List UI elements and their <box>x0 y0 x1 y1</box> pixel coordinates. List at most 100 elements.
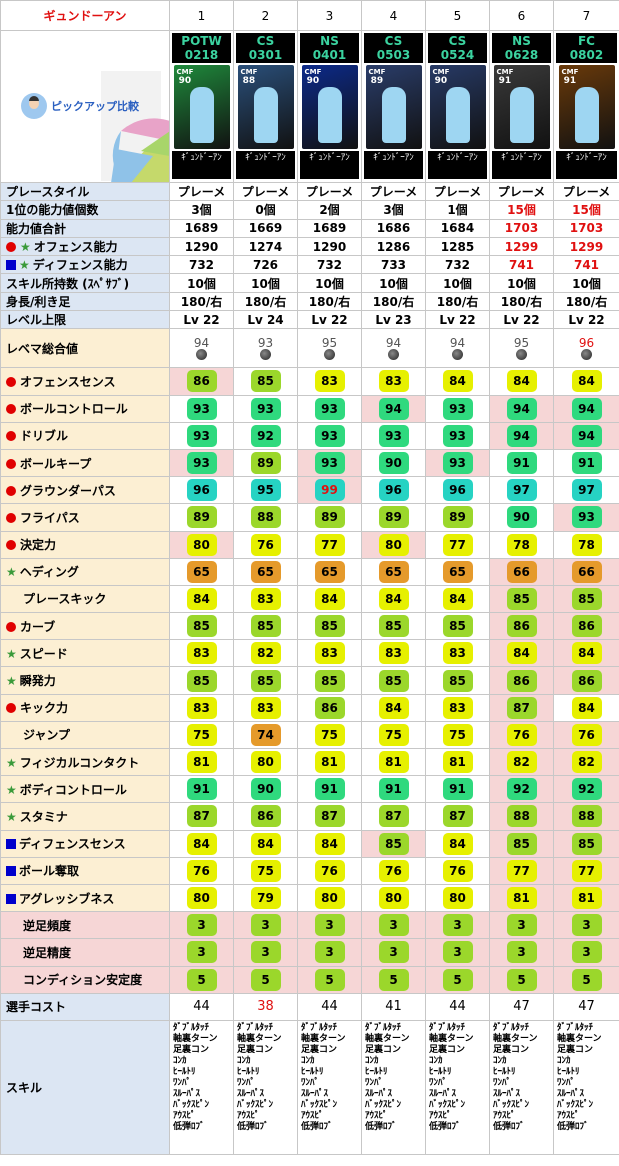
stat-cell: 94 <box>361 394 426 423</box>
stat-cell: 91 <box>489 448 554 478</box>
pickup-cell: ピックアップ比較 <box>0 30 170 183</box>
stat-badge: 65 <box>314 560 345 583</box>
info-value: 1703 <box>489 218 554 238</box>
stat-badge: 75 <box>378 723 409 746</box>
info-value: Lv 24 <box>233 310 298 330</box>
stat-label: プレースキック <box>0 584 170 614</box>
info-value: 180/右 <box>425 291 490 312</box>
player-card[interactable]: CS 0524 CMF 90 ｷﾞｭﾝﾄﾞｰｱﾝ <box>425 30 490 183</box>
player-card[interactable]: POTW 0218 CMF 90 ｷﾞｭﾝﾄﾞｰｱﾝ <box>169 30 234 183</box>
levema-value: 96 <box>553 328 619 369</box>
stat-cell: 76 <box>297 856 362 885</box>
stat-cell: 83 <box>425 693 490 722</box>
stat-cell: 76 <box>169 856 234 885</box>
stat-cell: 85 <box>233 666 298 695</box>
card-position: CMF 91 <box>562 68 579 86</box>
skill-item: ｺﾝｶ <box>173 1055 187 1066</box>
info-value: Lv 22 <box>553 310 619 330</box>
cost-value: 44 <box>169 992 234 1021</box>
cost-value: 47 <box>553 992 619 1021</box>
stat-label: アグレッシブネス <box>0 883 170 913</box>
player-card[interactable]: CS 0301 CMF 88 ｷﾞｭﾝﾄﾞｰｱﾝ <box>233 30 298 183</box>
pickup-compare-button[interactable]: ピックアップ比較 <box>21 93 139 119</box>
stat-cell: 91 <box>169 775 234 804</box>
position-text: CMF <box>368 68 386 76</box>
stat-badge: 94 <box>506 397 537 420</box>
stat-cell: 5 <box>553 965 619 994</box>
stat-cell: 84 <box>553 693 619 722</box>
levema-value: 93 <box>233 328 298 369</box>
stat-cell: 3 <box>233 938 298 967</box>
card-name: ｷﾞｭﾝﾄﾞｰｱﾝ <box>556 151 617 179</box>
info-value: 3個 <box>169 200 234 220</box>
info-value: Lv 23 <box>361 310 426 330</box>
stat-badge: 84 <box>378 587 409 610</box>
rating-text: 90 <box>306 76 320 86</box>
stat-badge: 3 <box>378 914 409 937</box>
stat-badge: 77 <box>442 533 473 556</box>
column-number: 5 <box>425 0 490 31</box>
skills-cell: ﾀﾞﾌﾞﾙﾀｯﾁ 軸裏ターン 足裏コン ｺﾝｶ ﾋｰﾙﾄﾘ ﾜﾝﾊﾟ ｽﾙｰﾊﾟｽ ﾊﾞｯｸｽ… <box>361 1019 426 1155</box>
stat-label: オフェンスセンス <box>0 367 170 396</box>
stat-badge: 81 <box>442 751 473 774</box>
stat-cell: 80 <box>361 883 426 913</box>
stat-badge: 93 <box>250 397 281 420</box>
skill-item: ﾀﾞﾌﾞﾙﾀｯﾁ <box>365 1022 402 1033</box>
stat-label: ディフェンスセンス <box>0 829 170 858</box>
player-card[interactable]: CS 0503 CMF 89 ｷﾞｭﾝﾄﾞｰｱﾝ <box>361 30 426 183</box>
player-figure <box>574 87 599 143</box>
info-value: 732 <box>425 255 490 275</box>
stat-badge: 83 <box>314 642 345 665</box>
stat-badge: 3 <box>186 914 217 937</box>
stat-row: 決定力 80 76 77 80 77 78 78 <box>0 530 619 559</box>
skills-cell: ﾀﾞﾌﾞﾙﾀｯﾁ 軸裏ターン 足裏コン ｺﾝｶ ﾋｰﾙﾄﾘ ﾜﾝﾊﾟ ｽﾙｰﾊﾟｽ ﾊﾞｯｸｽ… <box>489 1019 554 1155</box>
stat-cell: 80 <box>233 747 298 777</box>
stat-row: グラウンダーパス 96 95 99 96 96 97 97 <box>0 476 619 505</box>
stat-badge: 85 <box>571 587 602 610</box>
stat-badge: 85 <box>378 615 409 638</box>
info-value: 741 <box>489 255 554 275</box>
stat-badge: 65 <box>378 560 409 583</box>
blue-square-icon <box>6 866 16 877</box>
info-value: 1689 <box>297 218 362 238</box>
skill-item: ｱｳｽﾋﾟ <box>493 1110 516 1121</box>
stat-cell: 75 <box>233 856 298 885</box>
stat-cell: 93 <box>169 448 234 478</box>
stat-cell: 85 <box>361 666 426 695</box>
skill-item: ﾀﾞﾌﾞﾙﾀｯﾁ <box>493 1022 530 1033</box>
skill-item: ｺﾝｶ <box>365 1055 379 1066</box>
player-photo: CMF 89 <box>365 65 422 149</box>
skill-item: ﾀﾞﾌﾞﾙﾀｯﾁ <box>173 1022 210 1033</box>
info-value: 180/右 <box>361 291 426 312</box>
info-value: 1299 <box>489 236 554 257</box>
stat-badge: 84 <box>442 832 473 855</box>
stat-cell: 95 <box>233 476 298 505</box>
column-number: 1 <box>169 0 234 31</box>
stat-badge: 87 <box>378 805 409 828</box>
stat-badge: 65 <box>250 560 281 583</box>
info-value: 3個 <box>361 200 426 220</box>
position-text: CMF <box>304 68 322 76</box>
player-card[interactable]: FC 0802 CMF 91 ｷﾞｭﾝﾄﾞｰｱﾝ <box>553 30 619 183</box>
skill-item: ﾜﾝﾊﾟ <box>493 1077 512 1088</box>
red-dot-icon <box>6 485 16 496</box>
player-card[interactable]: NS 0628 CMF 91 ｷﾞｭﾝﾄﾞｰｱﾝ <box>489 30 554 183</box>
stat-cell: 84 <box>297 829 362 858</box>
stat-badge: 3 <box>506 941 537 964</box>
stat-badge: 83 <box>442 696 473 719</box>
skills-row: スキル ﾀﾞﾌﾞﾙﾀｯﾁ 軸裏ターン 足裏コン ｺﾝｶ ﾋｰﾙﾄﾘ ﾜﾝﾊﾟ ｽﾙｰﾊﾟｽ ﾊﾞ… <box>0 1019 619 1155</box>
stat-label-text: コンディション安定度 <box>23 973 143 988</box>
info-value: 732 <box>297 255 362 275</box>
stat-badge: 94 <box>378 397 409 420</box>
player-card[interactable]: NS 0401 CMF 90 ｷﾞｭﾝﾄﾞｰｱﾝ <box>297 30 362 183</box>
stat-label-text: ドリブル <box>20 429 69 444</box>
stat-badge: 86 <box>571 669 602 692</box>
stat-badge: 91 <box>571 452 602 475</box>
info-value: 15個 <box>553 200 619 220</box>
card-name: ｷﾞｭﾝﾄﾞｰｱﾝ <box>236 151 295 179</box>
stat-cell: 5 <box>169 965 234 994</box>
rating-text: 89 <box>370 76 384 86</box>
stat-cell: 5 <box>297 965 362 994</box>
stat-badge: 87 <box>442 805 473 828</box>
stat-cell: 86 <box>297 693 362 722</box>
